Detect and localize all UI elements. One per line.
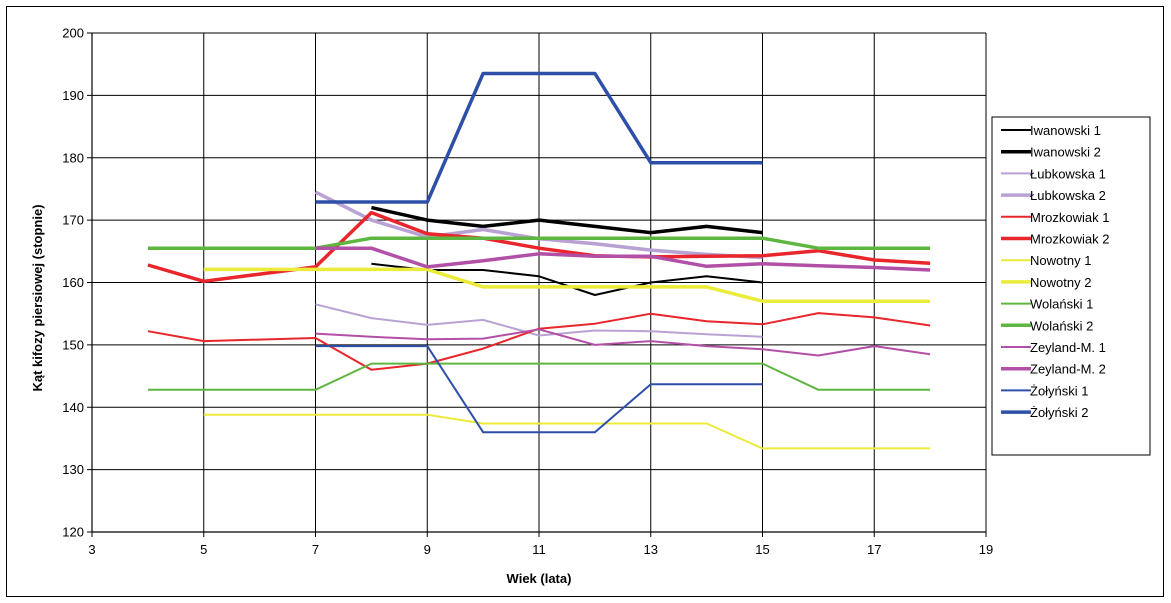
series-line-6 xyxy=(147,210,931,284)
y-axis-title: Kąt kifozy piersiowej (stopnie) xyxy=(30,204,45,391)
legend-label: Żołyński 1 xyxy=(1030,383,1089,398)
legend: Iwanowski 1 Iwanowski 2 Łubkowska 1 Łubkows… xyxy=(991,116,1151,456)
y-tick-label: 170 xyxy=(62,213,84,228)
series-lines xyxy=(147,71,931,450)
y-tick-label: 180 xyxy=(62,150,84,165)
x-axis-title: Wiek (lata) xyxy=(507,571,572,586)
legend-label: Nowotny 2 xyxy=(1030,275,1091,290)
legend-label: Wolański 2 xyxy=(1030,318,1093,333)
legend-label: Nowotny 1 xyxy=(1030,253,1091,268)
y-tick-label: 150 xyxy=(62,337,84,352)
y-tick-label: 200 xyxy=(62,26,84,41)
legend-label: Iwanowski 2 xyxy=(1030,145,1101,160)
series-line-13 xyxy=(315,345,763,434)
x-tick-label: 15 xyxy=(755,542,769,557)
series-line-7 xyxy=(203,413,931,450)
x-tick-label: 17 xyxy=(867,542,881,557)
series-line-5 xyxy=(147,312,931,371)
legend-label: Mrozkowiak 2 xyxy=(1030,232,1109,247)
x-tick-label: 13 xyxy=(644,542,658,557)
series-line-12 xyxy=(315,246,931,272)
legend-label: Wolański 1 xyxy=(1030,297,1093,312)
x-tick-label: 11 xyxy=(532,542,546,557)
series-line-9 xyxy=(147,362,931,391)
y-tick-label: 190 xyxy=(62,88,84,103)
chart-frame xyxy=(6,6,1164,597)
legend-label: Iwanowski 1 xyxy=(1030,123,1101,138)
axes: 120 130 140 150 160 170 180 190 200 3 5 7 9 11 13 15 17 1… xyxy=(62,26,993,558)
x-tick-label: 19 xyxy=(979,542,993,557)
legend-label: Zeyland-M. 2 xyxy=(1030,362,1106,377)
legend-label: Łubkowska 1 xyxy=(1030,166,1106,181)
x-tick-label: 9 xyxy=(424,542,431,557)
series-line-2 xyxy=(371,205,763,235)
legend-label: Łubkowska 2 xyxy=(1030,188,1106,203)
y-tick-label: 160 xyxy=(62,275,84,290)
grid xyxy=(91,32,987,533)
legend-label: Mrozkowiak 1 xyxy=(1030,210,1109,225)
series-line-8 xyxy=(203,267,931,303)
series-line-3 xyxy=(315,303,763,338)
legend-label: Żołyński 2 xyxy=(1030,405,1089,420)
y-tick-label: 140 xyxy=(62,400,84,415)
legend-label: Zeyland-M. 1 xyxy=(1030,340,1106,355)
series-line-11 xyxy=(315,328,931,357)
y-tick-label: 120 xyxy=(62,525,84,540)
y-tick-label: 130 xyxy=(62,462,84,477)
x-tick-label: 7 xyxy=(312,542,319,557)
x-tick-label: 3 xyxy=(88,542,95,557)
x-tick-label: 5 xyxy=(200,542,207,557)
series-line-14 xyxy=(315,71,763,204)
